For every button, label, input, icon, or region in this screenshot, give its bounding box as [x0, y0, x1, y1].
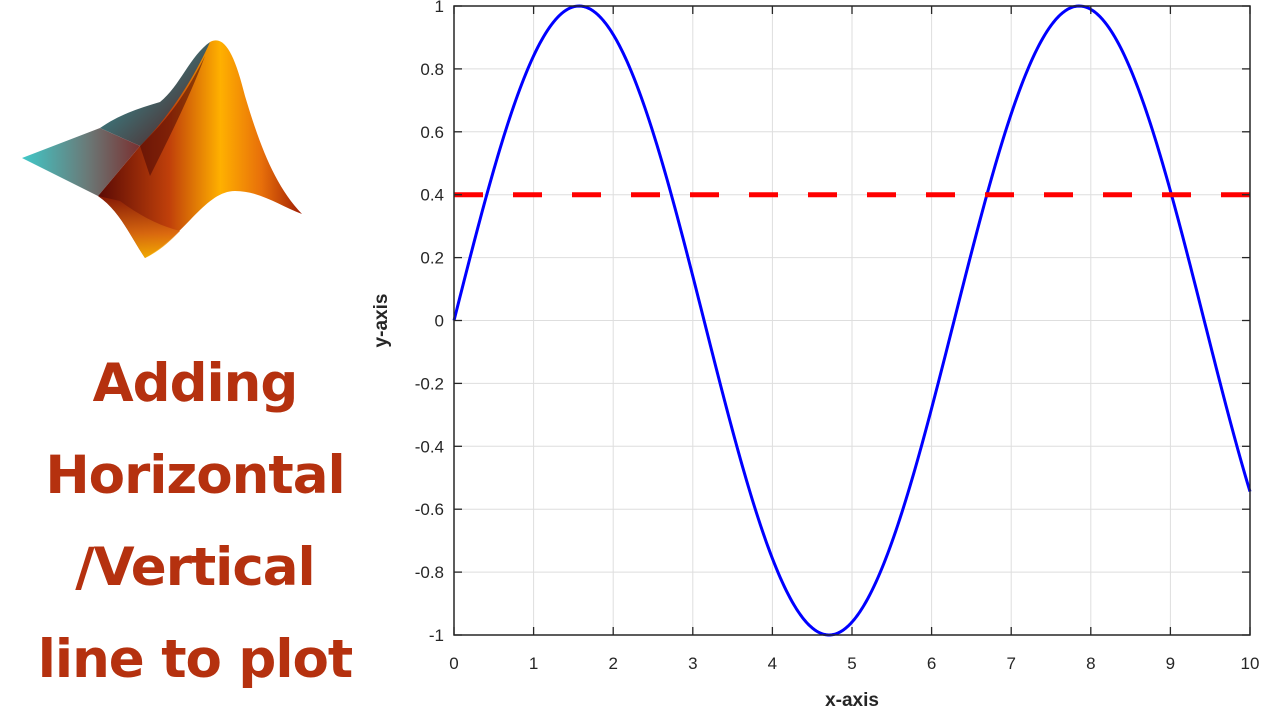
sine-curve [452, 4, 1252, 637]
y-tick-label: -0.2 [415, 374, 444, 393]
title-line-4: line to plot [37, 629, 354, 690]
matlab-membrane-logo-icon [22, 40, 302, 258]
plot-series [452, 4, 1252, 637]
title-line-1: Adding [92, 353, 299, 414]
y-tick-label: 0.4 [420, 186, 444, 205]
y-tick-label: 0.2 [420, 249, 444, 268]
x-tick-label: 4 [768, 654, 777, 673]
x-tick-label: 8 [1086, 654, 1095, 673]
x-tick-label: 2 [608, 654, 617, 673]
y-tick-label: -0.8 [415, 563, 444, 582]
y-tick-label: 0.6 [420, 123, 444, 142]
x-tick-label: 0 [449, 654, 458, 673]
y-tick-label: 1 [435, 0, 444, 16]
x-tick-label: 9 [1166, 654, 1175, 673]
x-tick-label: 10 [1241, 654, 1260, 673]
title-line-3: /Vertical [75, 537, 315, 598]
axis-ticks [453, 5, 1251, 636]
x-tick-label: 7 [1006, 654, 1015, 673]
y-tick-label: 0 [435, 312, 444, 331]
x-tick-label: 1 [529, 654, 538, 673]
y-tick-label: -0.6 [415, 500, 444, 519]
y-tick-labels: 1 0.8 0.6 0.4 0.2 0 -0.2 -0.4 -0.6 -0.8 -1 [415, 0, 444, 645]
title-line-2: Horizontal [45, 445, 345, 506]
x-tick-label: 6 [927, 654, 936, 673]
x-tick-labels: 0 1 2 3 4 5 6 7 8 9 10 [449, 654, 1259, 673]
x-tick-label: 3 [688, 654, 697, 673]
x-tick-label: 5 [847, 654, 856, 673]
video-title: Adding Horizontal /Vertical line to plot [0, 338, 390, 706]
x-axis-label: x-axis [825, 690, 879, 711]
y-tick-label: -1 [429, 626, 444, 645]
grid-lines [454, 6, 1250, 635]
y-tick-label: 0.8 [420, 60, 444, 79]
y-tick-label: -0.4 [415, 437, 444, 456]
y-axis-label: y-axis [371, 294, 392, 348]
